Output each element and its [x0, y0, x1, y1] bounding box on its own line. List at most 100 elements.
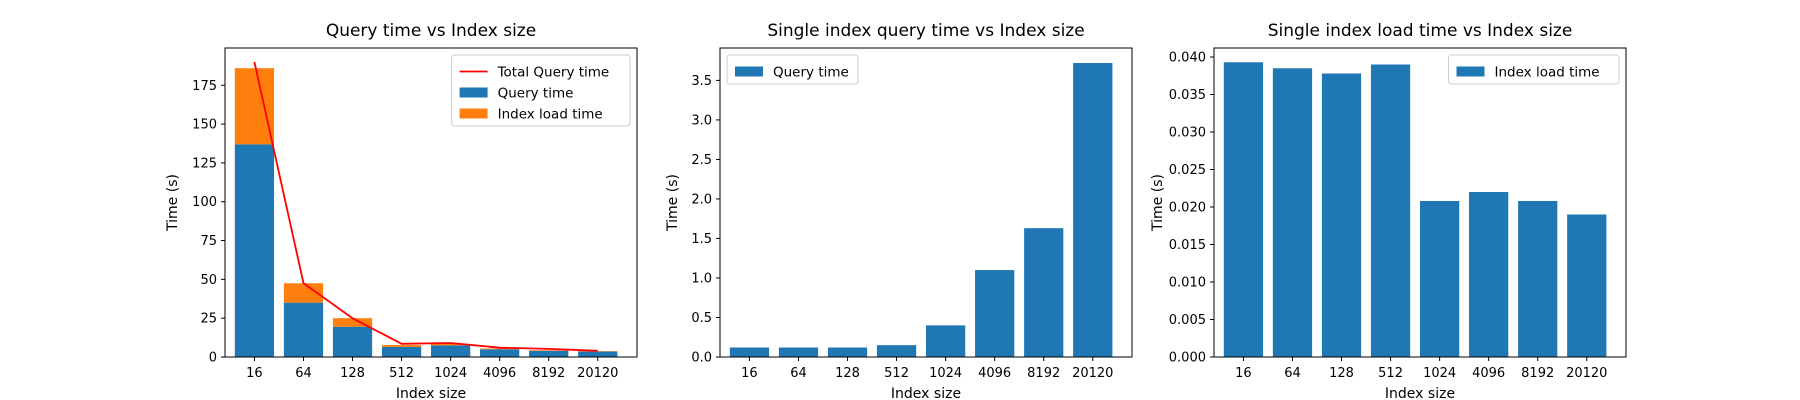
legend-box — [1448, 54, 1620, 85]
y-tick-label: 0 — [209, 351, 217, 366]
y-tick-label: 0.040 — [1169, 51, 1206, 66]
bar-index-load-time-16 — [234, 68, 275, 145]
legend-label: Query time — [773, 65, 849, 81]
series-line-total-query-time — [253, 61, 598, 352]
bar-index-load-time-128 — [1321, 73, 1362, 357]
bar-query-time-16 — [729, 347, 770, 357]
bar-query-time-128 — [827, 347, 868, 357]
bar-index-load-time-20120 — [1567, 214, 1607, 357]
x-axis-label: Index size — [1385, 386, 1455, 400]
legend: Query time — [726, 54, 859, 85]
bar-query-time-4096 — [975, 270, 1015, 357]
bar-query-time-8192 — [1024, 228, 1064, 357]
legend-label: Index load time — [498, 107, 603, 123]
legend-label: Index load time — [1495, 65, 1600, 81]
x-tick-label: 512 — [1378, 366, 1403, 381]
legend-label: Total Query time — [497, 65, 610, 81]
x-tick-label: 64 — [1284, 366, 1301, 381]
chart-3: 16 64 128 512 1024 4096 8192 20120 0.000 0.005 0.0… — [1150, 21, 1627, 400]
bar-query-time-1024 — [926, 325, 966, 357]
y-tick-label: 3.5 — [691, 74, 712, 89]
y-tick-label: 0.000 — [1169, 351, 1206, 366]
bar-index-load-time-512 — [1370, 64, 1411, 357]
x-axis-label: Index size — [396, 386, 466, 400]
y-tick-label: 0.035 — [1169, 88, 1206, 103]
x-tick-label: 16 — [1235, 366, 1252, 381]
bar-query-time-64 — [778, 347, 819, 357]
y-tick-label: 25 — [200, 312, 217, 327]
y-tick-label: 2.5 — [691, 153, 712, 168]
legend-label: Query time — [498, 86, 574, 102]
axes-frame — [224, 47, 638, 358]
bar-index-load-time-8192 — [529, 350, 569, 351]
x-tick-label: 20120 — [1566, 366, 1607, 381]
y-tick-label: 75 — [200, 234, 217, 249]
x-tick-label: 20120 — [577, 366, 618, 381]
bar-query-time-64 — [283, 302, 324, 357]
bar-index-load-time-16 — [1223, 62, 1264, 357]
bar-index-load-time-64 — [283, 283, 324, 303]
y-tick-label: 0.025 — [1169, 163, 1206, 178]
legend-swatch — [1456, 66, 1485, 77]
x-tick-label: 128 — [1329, 366, 1354, 381]
legend-swatch — [459, 108, 488, 119]
bar-query-time-16 — [234, 144, 275, 357]
x-tick-label: 4096 — [1472, 366, 1505, 381]
bar-index-load-time-1024 — [1420, 201, 1460, 357]
legend: Index load time — [1448, 54, 1620, 85]
legend-swatch — [735, 66, 763, 77]
y-axis-label: Time (s) — [665, 174, 681, 232]
legend: Total Query time Query time Index load tim… — [451, 54, 631, 127]
x-tick-label: 8192 — [532, 366, 565, 381]
y-tick-label: 50 — [200, 273, 217, 288]
x-tick-label: 128 — [835, 366, 860, 381]
x-tick-label: 512 — [884, 366, 909, 381]
x-tick-label: 128 — [340, 366, 365, 381]
chart-title: Query time vs Index size — [326, 21, 536, 41]
chart-title: Single index load time vs Index size — [1268, 21, 1573, 41]
y-tick-label: 0.030 — [1169, 126, 1206, 141]
x-tick-label: 1024 — [1423, 366, 1456, 381]
x-tick-label: 8192 — [1521, 366, 1554, 381]
bar-query-time-20120 — [578, 351, 618, 357]
legend-box — [726, 54, 859, 85]
y-tick-label: 2.0 — [691, 192, 712, 207]
bar-index-load-time-512 — [381, 345, 422, 347]
x-tick-label: 8192 — [1027, 366, 1060, 381]
bar-query-time-1024 — [431, 345, 471, 357]
x-tick-label: 20120 — [1072, 366, 1113, 381]
bar-query-time-512 — [381, 346, 422, 357]
x-tick-label: 64 — [790, 366, 807, 381]
axes-frame — [719, 47, 1133, 358]
x-tick-label: 16 — [741, 366, 758, 381]
y-tick-label: 125 — [192, 156, 217, 171]
y-tick-label: 150 — [192, 118, 217, 133]
y-tick-label: 1.0 — [691, 271, 712, 286]
y-tick-label: 0.005 — [1169, 313, 1206, 328]
x-tick-label: 4096 — [978, 366, 1011, 381]
bar-query-time-20120 — [1073, 63, 1113, 357]
legend-swatch — [459, 87, 488, 98]
bar-index-load-time-1024 — [431, 343, 471, 346]
chart-1: 16 64 128 512 1024 4096 8192 20120 0 25 50 75 100 125… — [165, 21, 638, 400]
y-tick-label: 0.015 — [1169, 238, 1206, 253]
x-tick-label: 1024 — [434, 366, 467, 381]
x-tick-label: 4096 — [483, 366, 516, 381]
bar-index-load-time-4096 — [1469, 192, 1509, 357]
y-tick-label: 175 — [192, 79, 217, 94]
bar-index-load-time-4096 — [480, 348, 520, 350]
chart-title: Single index query time vs Index size — [767, 21, 1084, 41]
x-axis-label: Index size — [891, 386, 961, 400]
x-tick-label: 512 — [389, 366, 414, 381]
chart-2: 16 64 128 512 1024 4096 8192 20120 0.0 0.5 1.0 1.5 2… — [665, 21, 1133, 400]
bar-index-load-time-64 — [1272, 68, 1313, 357]
y-tick-label: 3.0 — [691, 113, 712, 128]
bar-query-time-512 — [876, 345, 917, 357]
y-tick-label: 0.0 — [691, 351, 712, 366]
y-axis-label: Time (s) — [1150, 174, 1166, 232]
bar-query-time-128 — [332, 326, 373, 357]
y-tick-label: 1.5 — [691, 232, 712, 247]
y-tick-label: 0.020 — [1169, 201, 1206, 216]
x-tick-label: 1024 — [929, 366, 962, 381]
